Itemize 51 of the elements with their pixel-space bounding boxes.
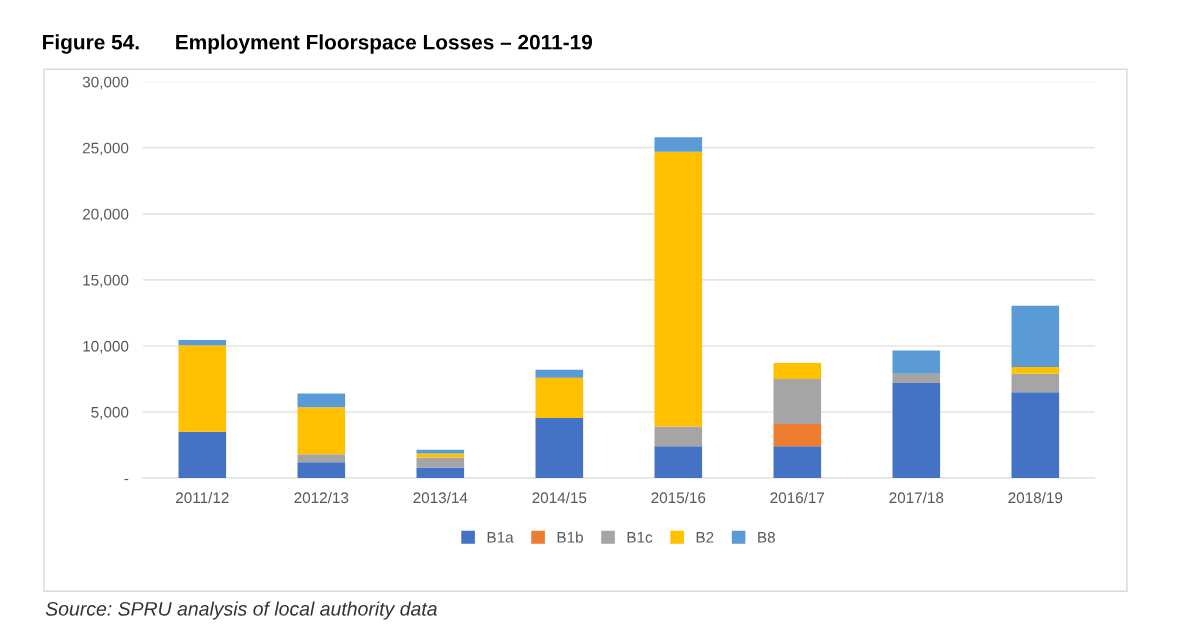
bar	[892, 382, 941, 479]
legend-label: B2	[696, 531, 714, 543]
x-tick-label: 2012/13	[294, 491, 349, 504]
x-tick-label: 2017/18	[889, 491, 944, 504]
y-tick-label: 20,000	[82, 208, 129, 222]
y-tick-label: 25,000	[82, 142, 129, 156]
bar	[1011, 373, 1060, 393]
bar	[535, 417, 584, 479]
x-tick-label: 2011/12	[176, 491, 229, 504]
bar	[178, 340, 227, 346]
bar	[535, 369, 584, 378]
y-tick-label: -	[124, 478, 129, 481]
bar	[416, 449, 465, 454]
bar	[178, 345, 227, 432]
bar	[1011, 392, 1060, 479]
bar	[535, 377, 584, 418]
legend-label: B1b	[557, 531, 583, 543]
bar	[654, 426, 703, 447]
x-tick-label: 2013/14	[413, 491, 468, 504]
bar	[297, 462, 346, 479]
bar	[892, 350, 941, 374]
bar	[1011, 367, 1060, 374]
bar	[773, 423, 822, 447]
bar	[892, 373, 941, 383]
bar	[773, 446, 822, 479]
bar	[297, 454, 346, 463]
source-note: Source: SPRU analysis of local authority data	[45, 601, 437, 620]
x-tick-label: 2016/17	[770, 491, 825, 504]
bar	[654, 137, 703, 152]
bar	[178, 431, 227, 479]
bar	[1011, 305, 1060, 368]
x-tick-label: 2018/19	[1008, 491, 1063, 504]
bar	[416, 453, 465, 458]
y-tick-label: 15,000	[83, 274, 129, 288]
chart-title: Figure 54. Employment Floorspace Losses – 2011-19	[43, 34, 593, 54]
bar	[297, 393, 346, 408]
bar	[773, 378, 822, 424]
bar	[773, 363, 822, 379]
y-tick-label: 10,000	[83, 340, 129, 354]
bar	[416, 457, 465, 468]
legend-label: B8	[758, 531, 775, 543]
bar	[297, 407, 346, 455]
x-tick-label: 2014/15	[532, 491, 587, 504]
legend-label: B1c	[627, 532, 653, 543]
y-tick-label: 30,000	[82, 76, 129, 90]
y-tick-label: 5,000	[91, 406, 129, 420]
bar	[416, 467, 465, 479]
bar	[654, 446, 703, 479]
bar	[654, 151, 703, 427]
x-tick-label: 2015/16	[651, 491, 706, 504]
legend-label: B1a	[487, 532, 514, 543]
